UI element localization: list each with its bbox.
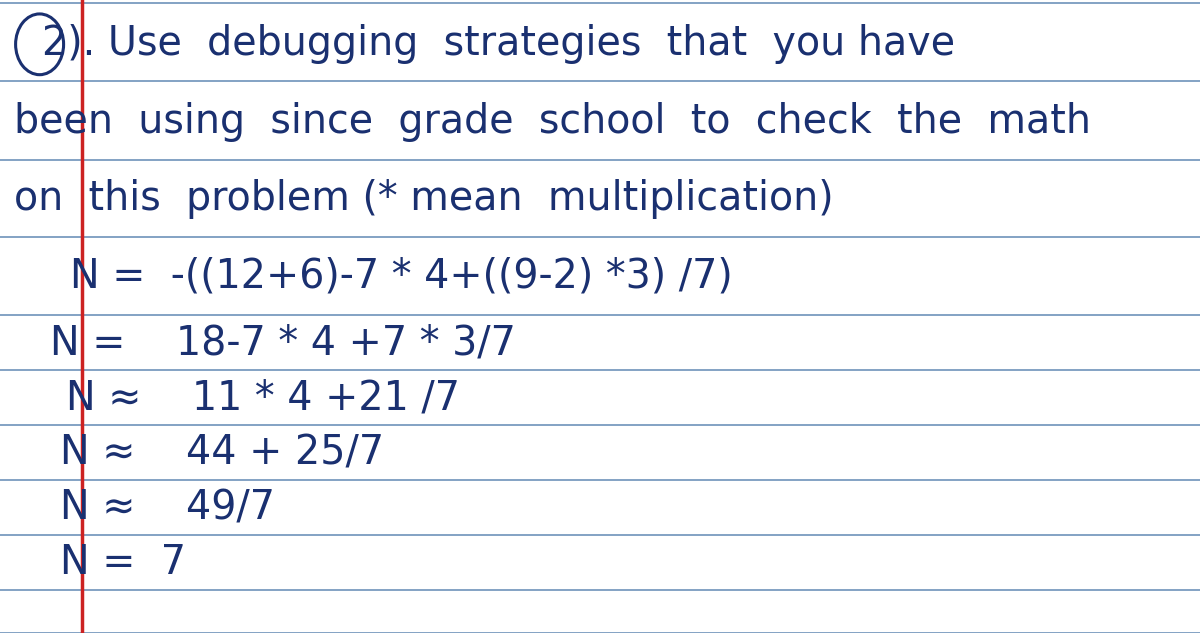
Text: N =    18-7 * 4 +7 * 3/7: N = 18-7 * 4 +7 * 3/7 — [50, 323, 516, 363]
Text: been  using  since  grade  school  to  check  the  math: been using since grade school to check t… — [14, 101, 1092, 142]
Text: N ≈    49/7: N ≈ 49/7 — [60, 488, 275, 529]
Text: N ≈    11 * 4 +21 /7: N ≈ 11 * 4 +21 /7 — [66, 379, 460, 419]
Text: N =  7: N = 7 — [60, 543, 186, 584]
Text: N =  -((12+6)-7 * 4+((9-2) *3) /7): N = -((12+6)-7 * 4+((9-2) *3) /7) — [70, 256, 732, 297]
Text: N ≈    44 + 25/7: N ≈ 44 + 25/7 — [60, 434, 384, 474]
Text: 2). Use  debugging  strategies  that  you have: 2). Use debugging strategies that you ha… — [42, 24, 955, 65]
Text: on  this  problem (* mean  multiplication): on this problem (* mean multiplication) — [14, 179, 834, 219]
